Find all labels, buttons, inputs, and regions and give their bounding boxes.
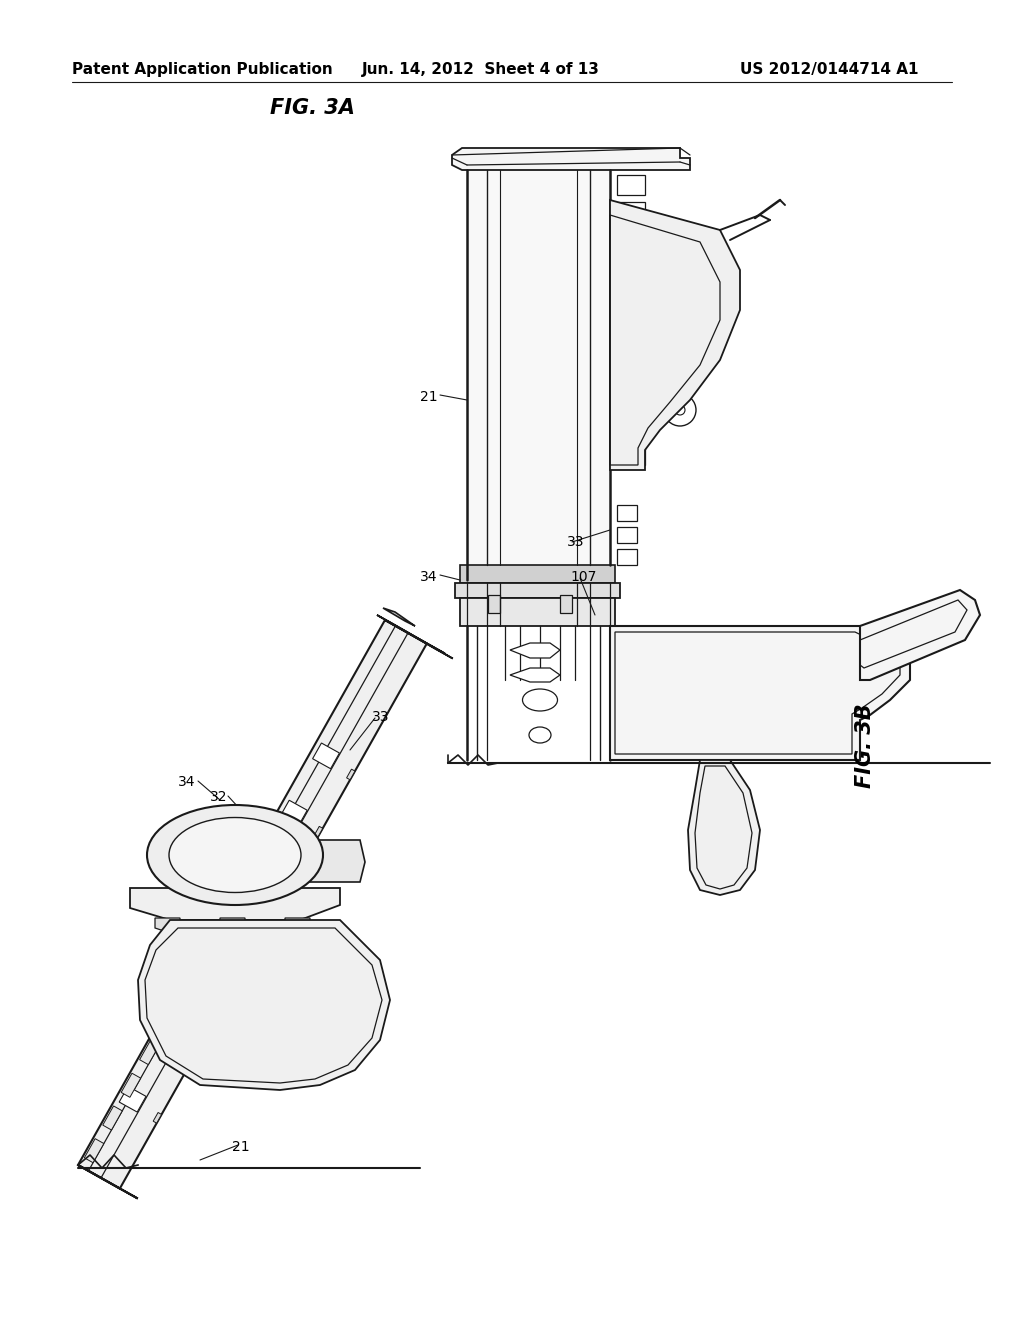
Bar bbox=[252, 836, 265, 847]
Text: 107: 107 bbox=[570, 570, 596, 583]
Ellipse shape bbox=[522, 689, 557, 711]
Polygon shape bbox=[510, 668, 560, 682]
Text: Patent Application Publication: Patent Application Publication bbox=[72, 62, 333, 77]
Polygon shape bbox=[688, 760, 760, 895]
Text: 21: 21 bbox=[232, 1140, 250, 1154]
Polygon shape bbox=[158, 1008, 177, 1032]
Bar bbox=[617, 176, 645, 195]
Bar bbox=[617, 445, 645, 465]
Polygon shape bbox=[346, 770, 355, 780]
Polygon shape bbox=[152, 1030, 178, 1055]
Polygon shape bbox=[220, 917, 245, 932]
Bar bbox=[617, 364, 645, 384]
Bar bbox=[617, 527, 637, 543]
Polygon shape bbox=[138, 920, 390, 1090]
Polygon shape bbox=[78, 620, 427, 1188]
Text: FIG. 3A: FIG. 3A bbox=[270, 98, 354, 119]
Bar bbox=[467, 170, 610, 565]
Polygon shape bbox=[183, 972, 211, 998]
Polygon shape bbox=[610, 201, 740, 470]
Bar bbox=[617, 310, 645, 330]
Text: 34: 34 bbox=[178, 775, 196, 789]
Bar bbox=[195, 830, 275, 873]
Polygon shape bbox=[250, 941, 258, 952]
Text: US 2012/0144714 A1: US 2012/0144714 A1 bbox=[740, 62, 919, 77]
Polygon shape bbox=[130, 888, 340, 920]
Polygon shape bbox=[312, 743, 339, 768]
Bar bbox=[617, 202, 645, 222]
Polygon shape bbox=[139, 1040, 159, 1065]
Circle shape bbox=[325, 851, 345, 873]
Polygon shape bbox=[119, 1086, 146, 1111]
Text: Jun. 14, 2012  Sheet 4 of 13: Jun. 14, 2012 Sheet 4 of 13 bbox=[362, 62, 600, 77]
Bar bbox=[455, 583, 620, 598]
Polygon shape bbox=[860, 590, 980, 680]
Polygon shape bbox=[78, 1166, 138, 1199]
Polygon shape bbox=[283, 883, 291, 894]
Bar bbox=[617, 282, 645, 304]
Polygon shape bbox=[218, 998, 226, 1008]
Polygon shape bbox=[383, 609, 415, 626]
Polygon shape bbox=[121, 1073, 140, 1097]
Text: 33: 33 bbox=[567, 535, 585, 549]
Polygon shape bbox=[84, 1139, 103, 1163]
Polygon shape bbox=[310, 840, 365, 882]
Text: 34: 34 bbox=[420, 570, 437, 583]
Polygon shape bbox=[285, 917, 310, 932]
Polygon shape bbox=[610, 626, 910, 760]
Text: 32: 32 bbox=[210, 789, 227, 804]
Bar bbox=[617, 418, 645, 438]
Circle shape bbox=[319, 851, 340, 873]
Polygon shape bbox=[510, 643, 560, 657]
Bar bbox=[617, 391, 645, 411]
Bar bbox=[617, 549, 637, 565]
Bar bbox=[488, 595, 500, 612]
Bar bbox=[216, 836, 229, 847]
Bar bbox=[198, 836, 211, 847]
Polygon shape bbox=[185, 1055, 194, 1067]
Text: 21: 21 bbox=[420, 389, 437, 404]
Polygon shape bbox=[377, 615, 453, 659]
Ellipse shape bbox=[529, 727, 551, 743]
Text: FIG. 3B: FIG. 3B bbox=[855, 704, 876, 788]
Polygon shape bbox=[154, 1113, 162, 1123]
Bar bbox=[617, 256, 645, 276]
Polygon shape bbox=[452, 148, 690, 170]
Polygon shape bbox=[385, 620, 444, 653]
Polygon shape bbox=[314, 826, 323, 837]
Bar bbox=[234, 836, 247, 847]
Polygon shape bbox=[102, 1106, 122, 1130]
Bar bbox=[617, 228, 645, 249]
Ellipse shape bbox=[147, 805, 323, 906]
Bar bbox=[617, 506, 637, 521]
Ellipse shape bbox=[169, 817, 301, 892]
Polygon shape bbox=[155, 917, 180, 932]
Polygon shape bbox=[248, 858, 275, 883]
Polygon shape bbox=[281, 800, 307, 826]
Bar bbox=[560, 595, 572, 612]
Bar bbox=[460, 598, 615, 626]
Polygon shape bbox=[216, 915, 243, 940]
Text: 33: 33 bbox=[372, 710, 389, 723]
Bar bbox=[460, 565, 615, 583]
Bar bbox=[617, 337, 645, 356]
